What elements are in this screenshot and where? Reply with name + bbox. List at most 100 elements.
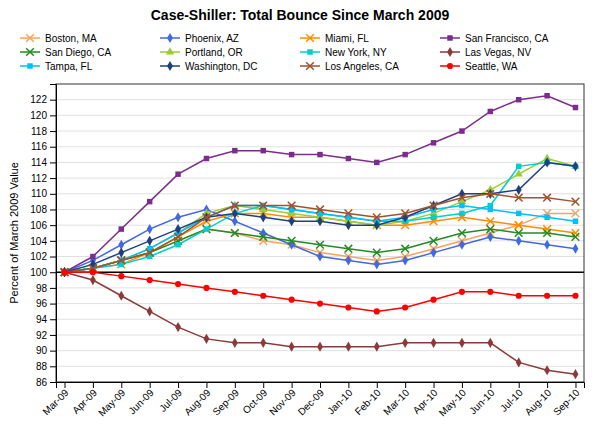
- axis-line: [57, 383, 585, 389]
- tick-label: 100: [30, 267, 47, 278]
- tick: 94: [36, 314, 56, 325]
- point: [516, 357, 522, 367]
- series: [61, 269, 578, 314]
- point: [232, 208, 238, 218]
- tick-label: 86: [36, 377, 48, 388]
- legend-item: San Diego, CA: [20, 47, 111, 58]
- tick-label: 102: [30, 251, 47, 262]
- tick: 110: [31, 188, 56, 199]
- point: [316, 206, 324, 214]
- point: [175, 171, 180, 176]
- tick-mark: [519, 382, 520, 388]
- tick-label: Aug-10: [523, 387, 554, 418]
- tick: Oct-09: [240, 382, 269, 416]
- series: [61, 225, 580, 276]
- tick: Sep-10: [551, 382, 582, 418]
- point: [431, 140, 436, 145]
- tick-mark: [50, 272, 56, 273]
- tick-label: Mar-10: [381, 387, 411, 417]
- point: [289, 152, 294, 157]
- tick-mark: [121, 382, 122, 388]
- y-axis-title: Percent of March 2009 Value: [8, 162, 20, 304]
- series-line: [65, 272, 576, 374]
- series-line: [65, 162, 576, 272]
- point: [260, 338, 266, 348]
- tick: Sep-09: [210, 382, 241, 418]
- point: [345, 304, 351, 310]
- series: [62, 267, 579, 379]
- series: [62, 204, 579, 277]
- tick: 116: [31, 141, 56, 152]
- point: [147, 277, 153, 283]
- tick: 108: [30, 204, 56, 215]
- tick-mark: [50, 366, 56, 367]
- tick-mark: [93, 382, 94, 388]
- point: [147, 306, 153, 316]
- point: [289, 297, 295, 303]
- marks: [56, 93, 584, 379]
- tick-label: 118: [31, 126, 47, 137]
- tick-mark: [65, 382, 66, 388]
- tick-mark: [206, 382, 207, 388]
- point: [487, 289, 493, 295]
- point: [118, 273, 124, 279]
- tick: Jan-10: [325, 382, 355, 416]
- point: [232, 148, 237, 153]
- tick: 122: [30, 94, 56, 105]
- legend-marker: [26, 34, 34, 42]
- x-axis: Mar-09Apr-09May-09Jun-09Jul-09Aug-09Sep-…: [40, 382, 584, 418]
- legend-label: Las Vegas, NV: [465, 47, 531, 58]
- tick-label: Jun-10: [467, 387, 497, 417]
- point: [516, 211, 521, 216]
- point: [402, 338, 408, 348]
- point: [175, 224, 181, 234]
- legend-label: New York, NY: [325, 47, 387, 58]
- tick-label: Aug-09: [182, 387, 213, 418]
- point: [317, 216, 323, 226]
- point: [573, 161, 579, 171]
- point: [147, 199, 152, 204]
- series: [62, 157, 579, 277]
- point: [231, 229, 239, 237]
- legend-label: Miami, FL: [325, 33, 369, 44]
- grid-line: [56, 146, 584, 147]
- point: [515, 221, 523, 229]
- tick: 104: [30, 236, 56, 247]
- point: [459, 338, 465, 348]
- series-line: [65, 213, 576, 272]
- point: [203, 225, 211, 233]
- tick-mark: [150, 382, 151, 388]
- point: [317, 152, 322, 157]
- tick-label: May-10: [437, 387, 469, 419]
- tick: Aug-10: [523, 382, 554, 418]
- tick: Jun-09: [126, 382, 156, 416]
- tick-mark: [575, 382, 576, 388]
- tick-mark: [178, 382, 179, 388]
- series-line: [65, 272, 576, 311]
- tick-label: 106: [30, 220, 47, 231]
- point: [175, 281, 181, 287]
- tick-mark: [50, 319, 56, 320]
- tick-label: 90: [36, 345, 48, 356]
- legend-marker: [447, 35, 452, 40]
- point: [486, 225, 494, 233]
- point: [572, 198, 580, 206]
- point: [486, 217, 494, 225]
- grid-line: [56, 131, 584, 132]
- point: [203, 213, 211, 221]
- title: Case-Shiller: Total Bounce Since March 2…: [151, 7, 450, 23]
- tick: Apr-10: [411, 382, 440, 416]
- tick-mark: [235, 382, 236, 388]
- tick-label: 122: [30, 94, 47, 105]
- tick-label: Sep-09: [210, 387, 241, 418]
- grid-line: [56, 115, 584, 116]
- point: [175, 212, 181, 222]
- tick-mark: [490, 382, 491, 388]
- tick: Nov-09: [267, 382, 298, 418]
- tick-mark: [50, 115, 56, 116]
- tick: 106: [30, 220, 56, 231]
- point: [62, 267, 68, 277]
- point: [515, 194, 523, 202]
- point: [573, 369, 579, 379]
- series: [61, 210, 580, 276]
